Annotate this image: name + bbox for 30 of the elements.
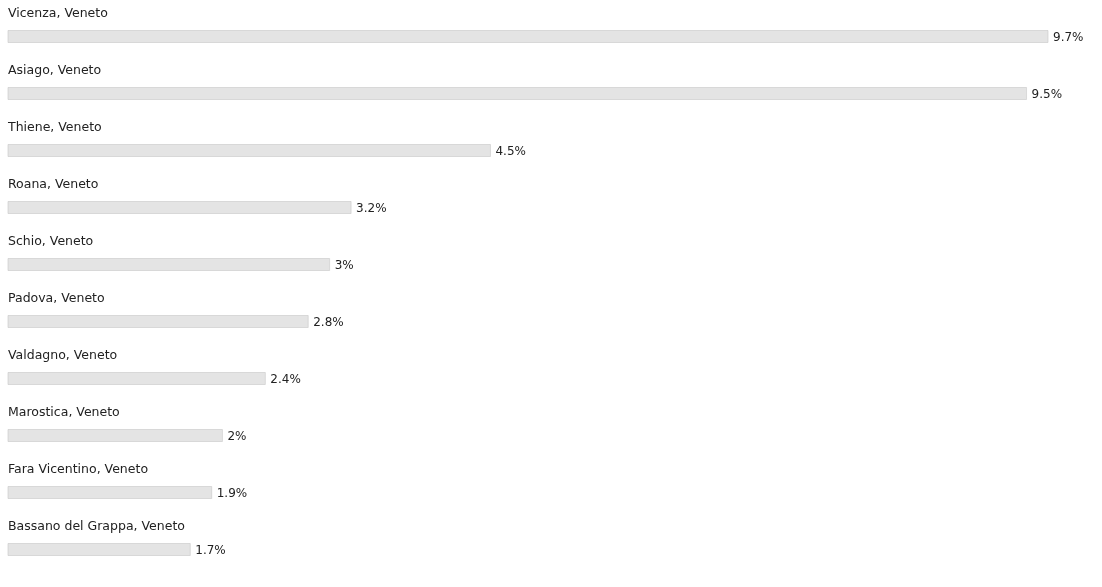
y-tick-label: Bassano del Grappa, Veneto [8,517,185,533]
data-label: 2% [227,428,247,443]
data-label: 3% [334,257,354,272]
y-tick-label: Thiene, Veneto [7,118,102,134]
y-tick-label: Roana, Veneto [8,175,99,191]
y-tick-label: Valdagno, Veneto [8,346,118,362]
bar [7,543,191,556]
bar [7,144,491,157]
data-label: 3.2% [356,200,387,215]
bar [7,315,309,328]
y-tick-label: Fara Vicentino, Veneto [8,460,149,476]
y-tick-label: Vicenza, Veneto [8,4,108,20]
bar [7,201,352,214]
bar [7,429,223,442]
data-label: 1.9% [216,485,248,500]
data-label: 9.7% [1053,29,1084,44]
bar [7,258,330,271]
data-label: 9.5% [1031,86,1063,101]
bar [7,486,213,499]
y-tick-label: Padova, Veneto [8,289,105,305]
data-label: 1.7% [195,542,226,557]
data-label: 4.5% [495,143,526,158]
bar [7,87,1027,100]
y-tick-label: Marostica, Veneto [8,403,120,419]
y-tick-label: Asiago, Veneto [8,61,102,77]
y-tick-label: Schio, Veneto [8,232,94,248]
bar [7,30,1049,43]
data-label: 2.8% [313,314,344,329]
bar [7,372,266,385]
data-label: 2.4% [270,371,301,386]
